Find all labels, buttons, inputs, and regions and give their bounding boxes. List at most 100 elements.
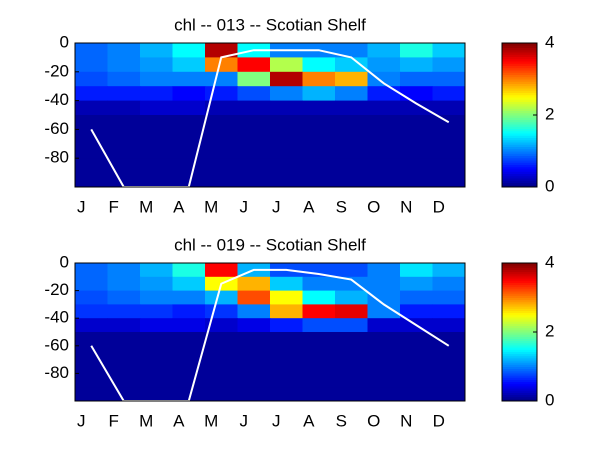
colorbar-segment [502,56,537,60]
colorbar-segment [502,340,537,344]
heat-cell [302,115,336,130]
colorbar-segment [502,157,537,161]
heat-cell [400,100,433,116]
colorbar-segment [502,316,537,320]
colorbar-segment [502,301,537,305]
chart-title: chl -- 019 -- Scotian Shelf [174,235,366,254]
colorbar-segment [502,101,537,105]
heat-cell [172,143,206,159]
heat-cell [367,100,401,116]
x-tick-label: M [204,411,218,430]
colorbar-segment [502,103,537,107]
heat-cell [75,276,108,292]
heat-cell [302,290,336,305]
heat-cell [432,71,466,87]
colorbar-segment [502,269,537,273]
x-tick-label: J [272,411,281,430]
heat-cell [237,345,271,361]
heat-cell [367,290,401,305]
heat-cell [335,115,368,130]
heat-cell [172,172,206,188]
colorbar-segment [502,368,537,372]
heat-cell [172,387,206,402]
colorbar-tick-label: 4 [545,32,554,51]
colorbar-segment [502,106,537,109]
colorbar-segment [502,117,537,120]
heat-cell [205,345,238,361]
x-tick-label: J [77,411,86,430]
colorbar-segment [502,357,537,361]
heat-cell [75,172,108,188]
x-tick-label: A [303,197,315,216]
y-tick-label: -60 [44,335,69,354]
heat-cell [270,100,303,116]
x-tick-label: S [336,197,347,216]
heat-cell [140,43,173,58]
colorbar-segment [502,47,537,51]
heat-cell [335,387,368,402]
colorbar-segment [502,67,537,71]
heat-cell [107,57,141,73]
colorbar-segment [502,379,537,383]
colorbar-segment [502,398,537,402]
colorbar-segment [502,355,537,359]
heat-cell [172,57,206,73]
heat-cell [107,359,141,374]
y-tick-label: -20 [44,280,69,299]
colorbar-segment [502,137,537,141]
x-tick-label: N [400,197,412,216]
heat-cell [75,100,108,116]
heat-cell [367,172,401,188]
heat-cell [205,115,238,130]
colorbar-segment [502,392,537,396]
heat-cell [75,332,108,347]
colorbar-segment [502,88,537,91]
heat-cell [237,172,271,188]
heat-cell [432,373,466,388]
heat-cell [75,158,108,174]
colorbar-segment [502,76,537,80]
heat-cell [432,345,466,361]
colorbar-segment [502,133,537,136]
heat-cell [367,318,401,333]
heat-cell [335,318,368,333]
heat-cell [400,43,433,58]
colorbar-segment [502,291,537,294]
heat-cell [172,158,206,174]
heat-cell [140,387,173,402]
colorbar-segment [502,184,537,188]
heat-cell [367,332,401,347]
colorbar-segment [502,85,537,89]
x-tick-label: N [400,411,412,430]
y-tick-label: -20 [44,61,69,80]
heat-cell [237,115,271,130]
heat-cell [75,43,108,58]
heat-cell [237,332,271,347]
heat-cell [172,304,206,319]
x-tick-label: M [139,411,153,430]
colorbar-segment [502,306,537,309]
heat-cell [75,86,108,102]
heat-cell [107,43,141,58]
heat-cell [107,304,141,319]
heat-cell [302,100,336,116]
heat-cell [270,304,303,319]
heat-cell [172,129,206,145]
heat-cell [75,290,108,305]
heat-cell [140,373,173,388]
colorbar-segment [502,284,537,288]
heat-cell [237,129,271,145]
colorbar-segment [502,124,537,127]
colorbar-segment [502,278,537,281]
heat-cell [140,71,173,87]
heat-cell [432,276,466,292]
heat-cell [302,129,336,145]
y-tick-label: 0 [60,32,69,51]
heat-cell [140,57,173,73]
heat-cell [367,345,401,361]
colorbar-segment [502,83,537,87]
heat-cell [400,359,433,374]
heat-cell [172,263,206,278]
heat-cell [270,143,303,159]
